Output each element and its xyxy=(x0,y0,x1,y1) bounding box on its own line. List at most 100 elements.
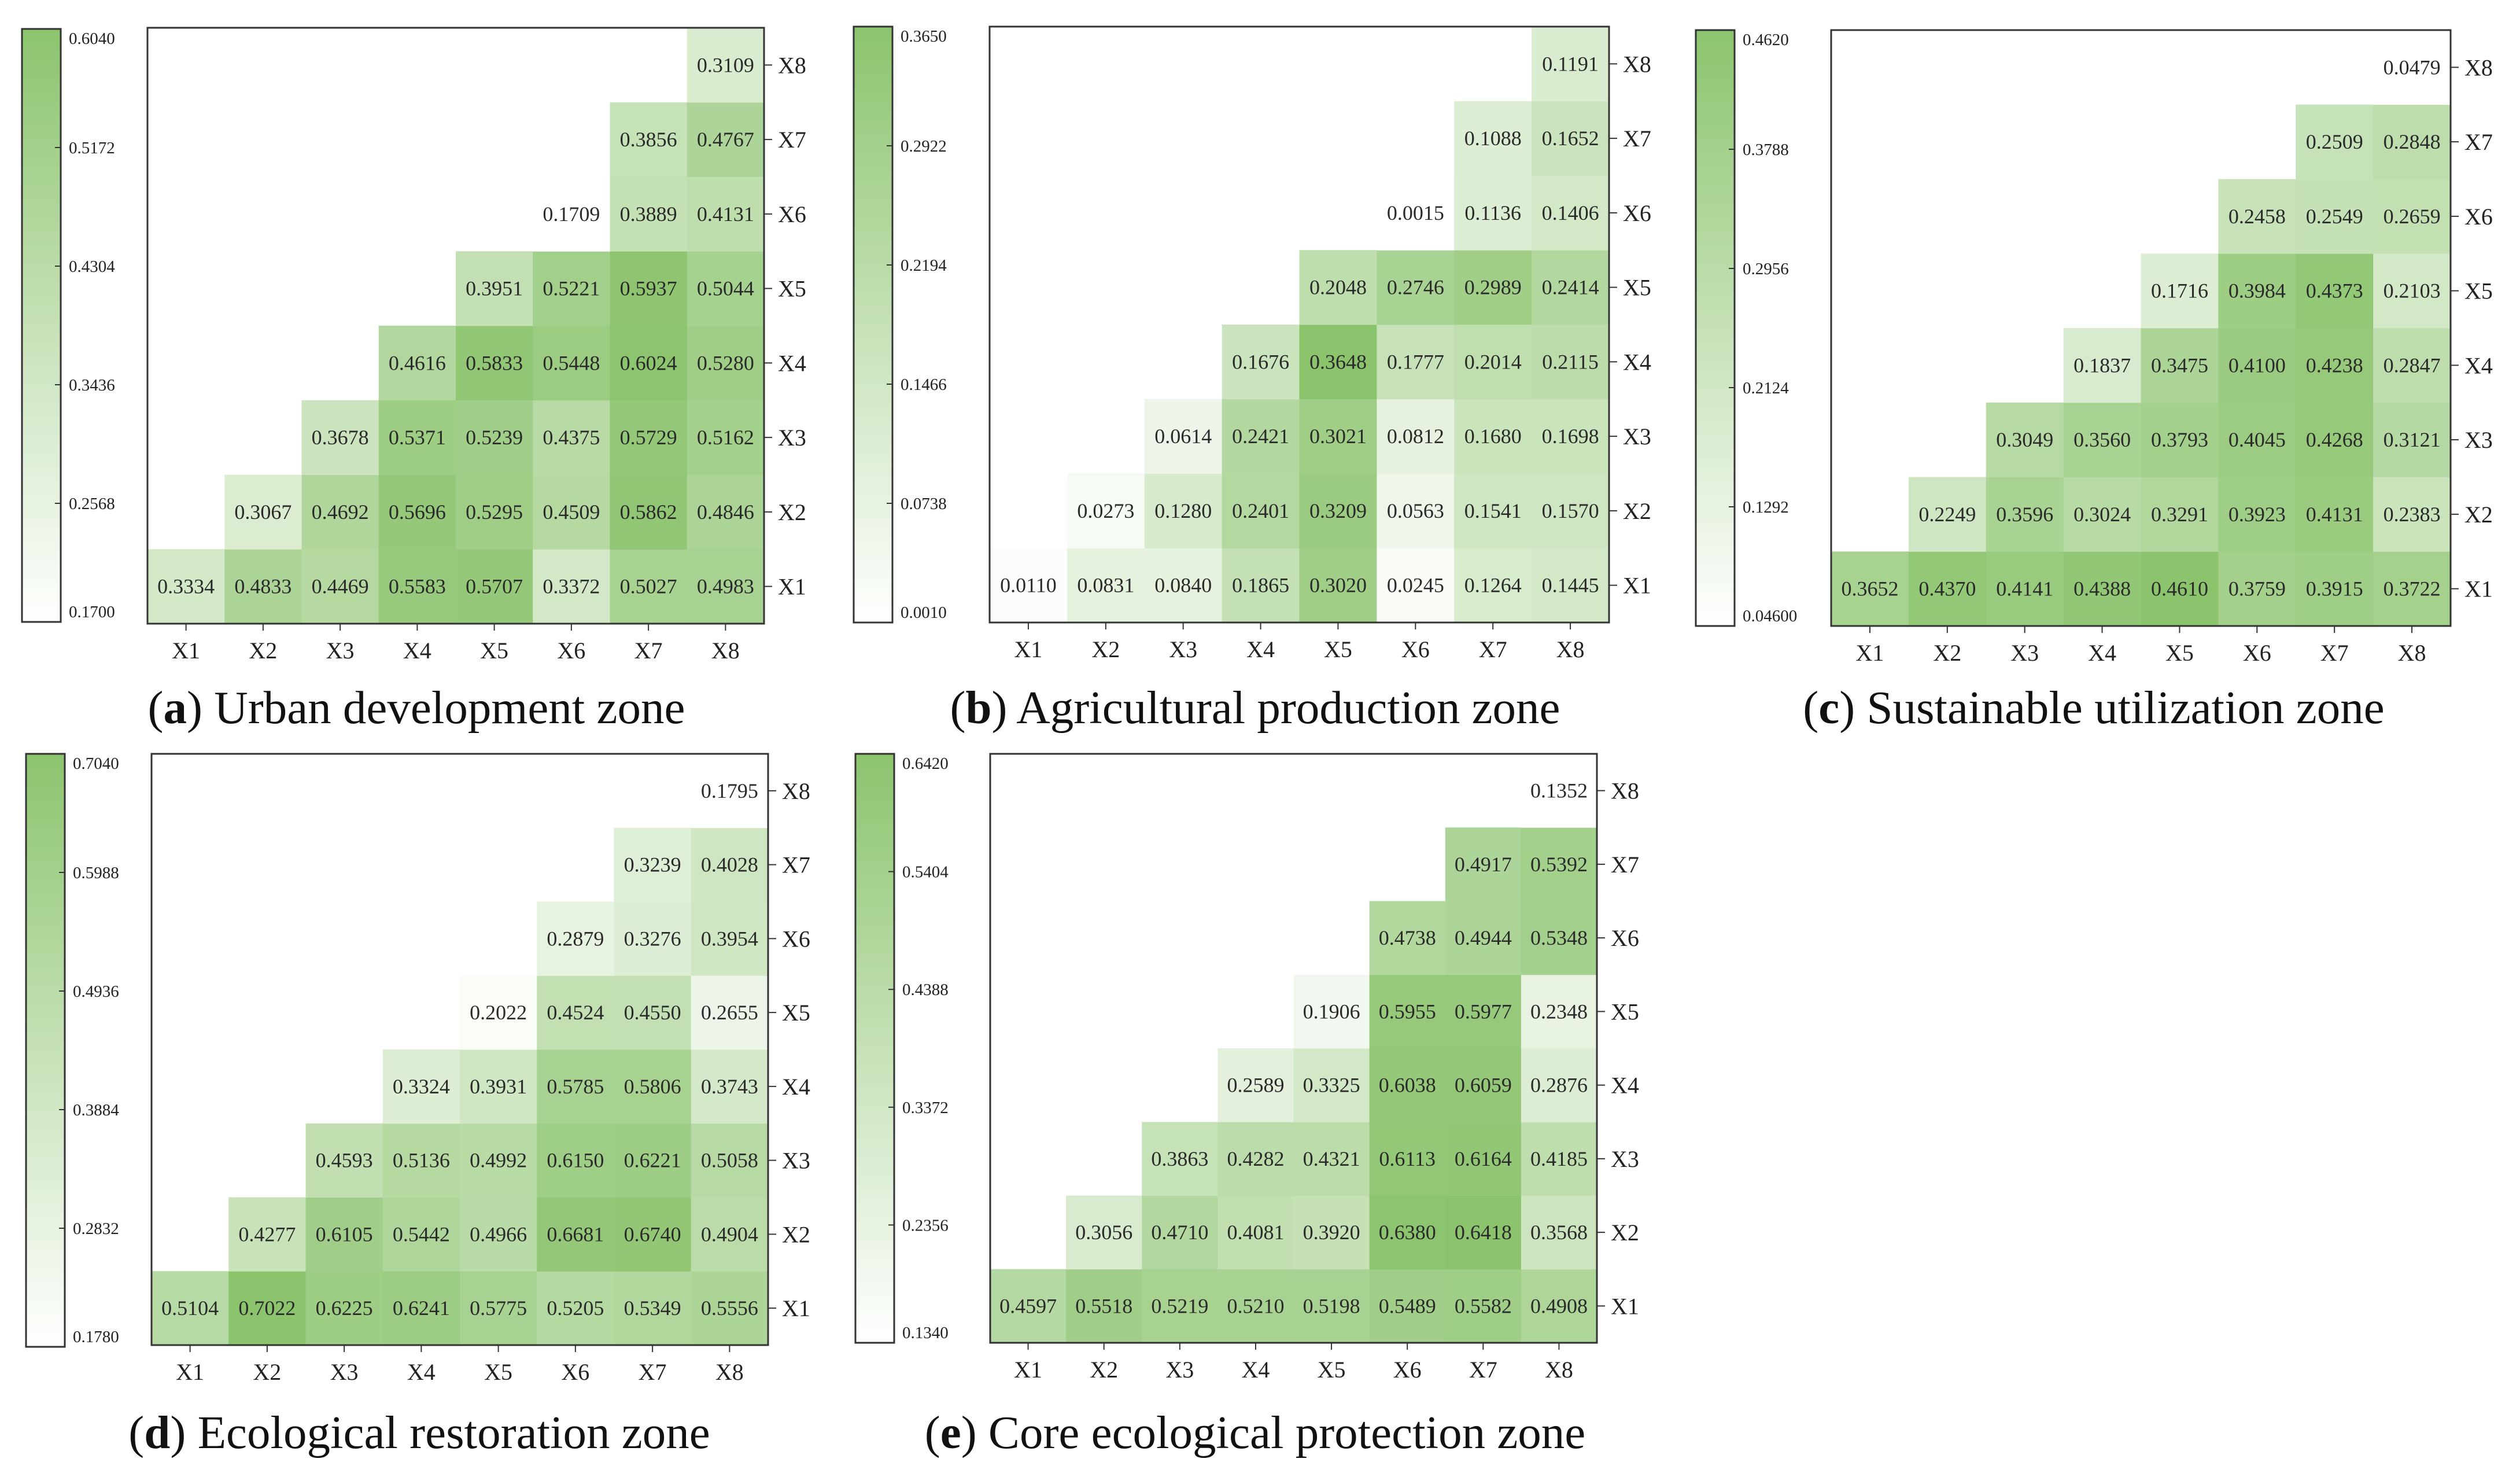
heatmap-cell xyxy=(301,549,379,624)
cell-value-label: 0.5295 xyxy=(466,500,523,524)
cell-value-label: 0.5977 xyxy=(1455,1000,1512,1023)
x-tick-label: X8 xyxy=(711,638,740,664)
cell-value-label: 0.2549 xyxy=(2306,205,2363,228)
colorbar-tick-label: 0.2568 xyxy=(69,495,115,513)
heatmap-cell xyxy=(2373,104,2451,179)
cell-value-label: 0.3239 xyxy=(624,853,681,876)
x-tick-label: X7 xyxy=(639,1359,667,1385)
cell-value-label: 0.5833 xyxy=(466,351,523,374)
x-tick-label: X2 xyxy=(249,638,277,664)
heatmap-cell xyxy=(1293,1269,1370,1343)
heatmap-cell xyxy=(456,474,533,550)
heatmap-cell xyxy=(1521,974,1597,1049)
heatmap-cell xyxy=(614,901,692,976)
heatmap-panel-b: 0.0010 0.0738 0.1466 0.2194 0.2922 0.3650 0.01… xyxy=(853,25,1651,734)
y-tick-label: X8 xyxy=(1611,778,1639,804)
x-tick-label: X7 xyxy=(1469,1357,1497,1383)
heatmap-cell xyxy=(2296,328,2374,403)
heatmap-cell xyxy=(610,102,688,177)
x-tick-label: X4 xyxy=(403,638,431,664)
cell-value-label: 0.5349 xyxy=(624,1296,681,1320)
heatmap-cell xyxy=(382,1197,460,1272)
x-tick-label: X5 xyxy=(480,638,508,664)
colorbar-tick-label: 0.3788 xyxy=(1743,141,1789,159)
heatmap-cell xyxy=(1454,175,1532,251)
cell-value-label: 0.4100 xyxy=(2228,353,2286,377)
cell-value-label: 0.2847 xyxy=(2384,353,2441,377)
cell-value-label: 0.5219 xyxy=(1151,1294,1208,1317)
cell-value-label: 0.3121 xyxy=(2384,428,2441,451)
heatmap-cell xyxy=(1299,399,1377,474)
y-tick-label: X7 xyxy=(782,852,810,878)
heatmap-cell xyxy=(1217,1122,1294,1196)
cell-value-label: 0.3475 xyxy=(2151,353,2208,377)
heatmap-cell xyxy=(1521,1269,1597,1343)
cell-value-label: 0.5136 xyxy=(393,1149,450,1172)
cell-value-label: 0.6164 xyxy=(1455,1147,1512,1170)
x-tick-label: X4 xyxy=(2088,640,2116,666)
y-tick-label: X1 xyxy=(782,1295,810,1321)
x-tick-label: X5 xyxy=(1318,1357,1346,1383)
heatmap-cell xyxy=(305,1123,383,1198)
heatmap-cell xyxy=(1445,974,1522,1049)
heatmap-cell xyxy=(1222,399,1300,474)
heatmap-cell xyxy=(1986,551,2064,627)
panel-title: (e) Core ecological protection zone xyxy=(925,1406,1586,1458)
heatmap-cell xyxy=(456,400,533,475)
cell-value-label: 0.2115 xyxy=(1542,350,1599,373)
y-tick-label: X4 xyxy=(778,350,806,376)
heatmap-cell xyxy=(460,1197,537,1272)
heatmap-cell xyxy=(2218,179,2296,254)
panel-letter: e xyxy=(940,1406,961,1458)
heatmap-cell xyxy=(2063,328,2141,403)
cell-value-label: 0.3324 xyxy=(393,1075,450,1098)
colorbar-tick-label: 0.6040 xyxy=(69,30,115,48)
heatmap-cell xyxy=(1454,325,1532,400)
heatmap-cell xyxy=(2373,328,2451,403)
x-tick-label: X6 xyxy=(1393,1357,1422,1383)
cell-value-label: 0.5280 xyxy=(697,351,754,374)
heatmap-cell xyxy=(378,549,456,624)
cell-value-label: 0.1652 xyxy=(1542,127,1599,150)
y-tick-label: X2 xyxy=(1623,498,1651,524)
cell-value-label: 0.3056 xyxy=(1075,1221,1132,1244)
heatmap-cell xyxy=(691,1271,769,1346)
cell-value-label: 0.4524 xyxy=(547,1001,604,1024)
colorbar-tick-label: 0.04600 xyxy=(1743,607,1797,625)
cell-value-label: 0.5806 xyxy=(624,1075,681,1098)
cell-value-label: 0.1541 xyxy=(1464,499,1522,522)
cell-value-label: 0.3856 xyxy=(620,128,677,151)
panel-title-text: Urban development zone xyxy=(214,682,685,734)
y-tick-label: X1 xyxy=(2464,576,2493,602)
heatmap-cell xyxy=(460,1123,537,1198)
heatmap-cell xyxy=(1369,1048,1446,1122)
x-tick-label: X1 xyxy=(1014,1357,1042,1383)
heatmap-cell xyxy=(614,827,692,902)
cell-value-label: 0.6059 xyxy=(1455,1074,1512,1097)
cell-value-label: 0.5518 xyxy=(1075,1294,1132,1317)
cell-value-label: 0.0245 xyxy=(1387,574,1444,597)
cell-value-label: 0.4321 xyxy=(1303,1147,1360,1170)
y-tick-label: X1 xyxy=(778,574,806,600)
x-tick-label: X1 xyxy=(176,1359,204,1385)
cell-value-label: 0.5448 xyxy=(543,351,600,374)
heatmap-cell xyxy=(610,549,688,624)
cell-value-label: 0.5104 xyxy=(161,1296,219,1320)
cell-value-label: 0.3209 xyxy=(1309,499,1367,522)
heatmap-cell xyxy=(1521,754,1597,828)
cell-value-label: 0.1698 xyxy=(1542,425,1599,448)
heatmap-cell xyxy=(1299,250,1377,325)
heatmap-cell xyxy=(1142,1269,1218,1343)
cell-value-label: 0.3931 xyxy=(470,1075,527,1098)
colorbar-tick-label: 0.5404 xyxy=(902,863,949,882)
cell-value-label: 0.3793 xyxy=(2151,428,2208,451)
y-tick-label: X8 xyxy=(782,778,810,804)
cell-value-label: 0.3951 xyxy=(466,277,523,300)
heatmap-cell xyxy=(610,251,688,326)
x-tick-label: X5 xyxy=(2165,640,2194,666)
cell-value-label: 0.7022 xyxy=(238,1296,296,1320)
heatmap-cell xyxy=(1222,325,1300,400)
cell-value-label: 0.1570 xyxy=(1542,499,1599,522)
heatmap-cell xyxy=(2373,402,2451,477)
heatmap-cell xyxy=(1217,1195,1294,1270)
